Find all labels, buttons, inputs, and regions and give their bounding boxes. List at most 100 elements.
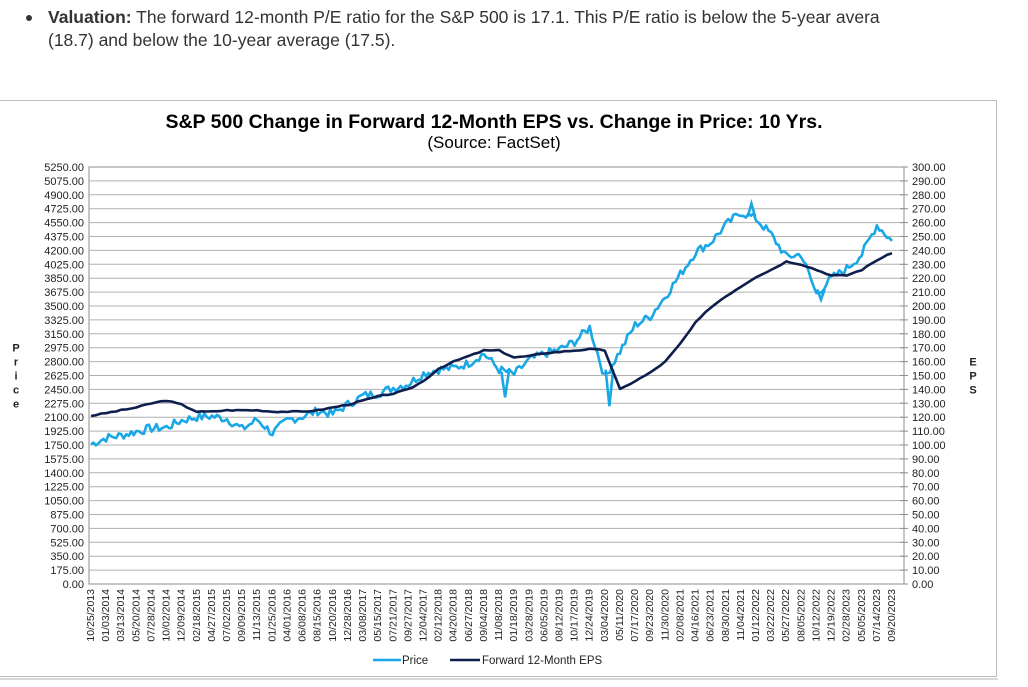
y-left-tick-label: 4550.00	[44, 218, 84, 230]
y-left-tick-label: 1925.00	[44, 426, 84, 438]
bullet-icon	[26, 15, 32, 21]
y-right-tick-label: 250.00	[912, 232, 946, 244]
y-right-title-letter: S	[969, 384, 976, 396]
y-left-title-letter: i	[14, 371, 17, 383]
x-axis-ticks: 10/25/2013 01/03/2014 03/13/2014 05/20/2014…	[85, 589, 898, 642]
valuation-bullet: Valuation: The forward 12-month P/E rati…	[18, 6, 1028, 52]
x-tick-label: 03/28/2019	[523, 589, 535, 642]
y-right-tick-label: 80.00	[912, 468, 940, 480]
y-axis-left-ticks: 5250.00 5075.00 4900.00 4725.00 4550.00 4375.…	[44, 162, 84, 591]
y-right-tick-label: 60.00	[912, 496, 940, 508]
x-tick-label: 07/02/2015	[221, 589, 233, 642]
y-left-tick-label: 700.00	[50, 523, 84, 535]
y-right-tick-label: 190.00	[912, 315, 946, 327]
chart-title: S&P 500 Change in Forward 12-Month EPS v…	[165, 111, 822, 133]
y-left-tick-label: 1400.00	[44, 468, 84, 480]
y-right-tick-label: 180.00	[912, 329, 946, 341]
y-left-title-letter: e	[13, 398, 19, 410]
y-left-tick-label: 2450.00	[44, 384, 84, 396]
eps-series-line	[90, 251, 893, 418]
price-peak-2022	[746, 198, 757, 218]
x-tick-label: 05/15/2017	[372, 589, 384, 642]
y-left-tick-label: 4200.00	[44, 245, 84, 257]
y-right-tick-label: 200.00	[912, 301, 946, 313]
bullet-line-2: (18.7) and below the 10-year average (17…	[48, 30, 396, 50]
y-left-tick-label: 4725.00	[44, 204, 84, 216]
y-right-tick-label: 170.00	[912, 343, 946, 355]
x-tick-label: 11/13/2015	[251, 589, 263, 641]
y-axis-left-title: Price	[12, 343, 19, 411]
y-left-tick-label: 875.00	[50, 510, 84, 522]
x-tick-label: 03/22/2022	[765, 589, 777, 642]
price-low-2018	[500, 371, 511, 398]
y-right-tick-label: 130.00	[912, 398, 946, 410]
y-right-tick-label: 160.00	[912, 357, 946, 369]
price-series-line	[90, 212, 893, 447]
y-left-tick-label: 2625.00	[44, 371, 84, 383]
x-tick-label: 02/12/2018	[433, 589, 445, 642]
x-tick-label: 07/21/2017	[387, 589, 399, 642]
x-tick-label: 05/11/2020	[614, 589, 626, 641]
y-left-tick-label: 2975.00	[44, 343, 84, 355]
y-left-tick-label: 1750.00	[44, 440, 84, 452]
y-left-tick-label: 5250.00	[44, 162, 84, 174]
y-right-tick-label: 50.00	[912, 510, 940, 522]
x-tick-label: 08/12/2019	[554, 589, 566, 642]
x-tick-label: 11/30/2020	[659, 589, 671, 641]
x-tick-label: 10/25/2013	[85, 589, 97, 642]
y-left-tick-label: 4900.00	[44, 190, 84, 202]
x-tick-label: 01/12/2022	[750, 589, 762, 642]
y-right-tick-label: 30.00	[912, 537, 940, 549]
y-left-tick-label: 175.00	[50, 565, 84, 577]
price-covid-low-2020	[604, 369, 615, 407]
x-tick-label: 07/17/2020	[629, 589, 641, 642]
y-right-tick-label: 220.00	[912, 273, 946, 285]
y-right-tick-label: 280.00	[912, 190, 946, 202]
x-tick-label: 12/28/2016	[342, 589, 354, 642]
y-right-tick-label: 100.00	[912, 440, 946, 452]
y-left-tick-label: 3325.00	[44, 315, 84, 327]
y-left-tick-label: 1575.00	[44, 454, 84, 466]
y-axis-right-ticks: 300.00 290.00 280.00 270.00 260.00 250.00240.…	[912, 162, 946, 591]
y-left-tick-label: 1225.00	[44, 482, 84, 494]
x-tick-label: 09/23/2020	[644, 589, 656, 642]
y-left-tick-label: 3150.00	[44, 329, 84, 341]
price-low-2022	[815, 288, 826, 304]
y-right-tick-label: 90.00	[912, 454, 940, 466]
y-right-tick-label: 20.00	[912, 551, 940, 563]
y-right-tick-label: 10.00	[912, 565, 940, 577]
y-left-title-letter: r	[14, 357, 19, 369]
x-tick-label: 08/15/2016	[312, 589, 324, 642]
x-tick-label: 10/20/2016	[327, 589, 339, 642]
y-left-tick-label: 4375.00	[44, 232, 84, 244]
x-tick-label: 10/17/2019	[569, 589, 581, 642]
x-tick-label: 05/05/2023	[856, 589, 868, 642]
y-left-tick-label: 3500.00	[44, 301, 84, 313]
y-left-title-letter: P	[12, 343, 19, 355]
y-axis-right-title: EPS	[969, 357, 976, 397]
y-right-tick-label: 270.00	[912, 204, 946, 216]
y-right-tick-label: 110.00	[912, 426, 945, 438]
x-tick-label: 09/04/2018	[478, 589, 490, 642]
x-tick-label: 11/08/2018	[493, 589, 505, 641]
y-right-title-letter: P	[969, 371, 976, 383]
y-right-tick-label: 140.00	[912, 384, 946, 396]
y-right-tick-label: 120.00	[912, 412, 946, 424]
x-tick-label: 03/04/2020	[599, 589, 611, 642]
x-tick-label: 10/02/2014	[161, 589, 173, 642]
chart-frame	[0, 100, 997, 677]
x-tick-label: 06/27/2018	[463, 589, 475, 642]
x-tick-label: 12/09/2014	[176, 589, 188, 642]
chart-legend: Price Forward 12-Month EPS	[373, 655, 602, 667]
y-left-tick-label: 2800.00	[44, 357, 84, 369]
y-right-tick-label: 240.00	[912, 245, 946, 257]
legend-eps-label: Forward 12-Month EPS	[482, 655, 602, 667]
x-tick-label: 09/20/2023	[886, 589, 898, 642]
y-right-tick-label: 260.00	[912, 218, 946, 230]
legend-price-label: Price	[402, 655, 428, 667]
x-tick-label: 08/30/2021	[720, 589, 732, 642]
y-left-tick-label: 5075.00	[44, 176, 84, 188]
y-right-tick-label: 300.00	[912, 162, 946, 174]
y-right-title-letter: E	[969, 357, 976, 369]
x-tick-label: 06/08/2016	[297, 589, 309, 642]
